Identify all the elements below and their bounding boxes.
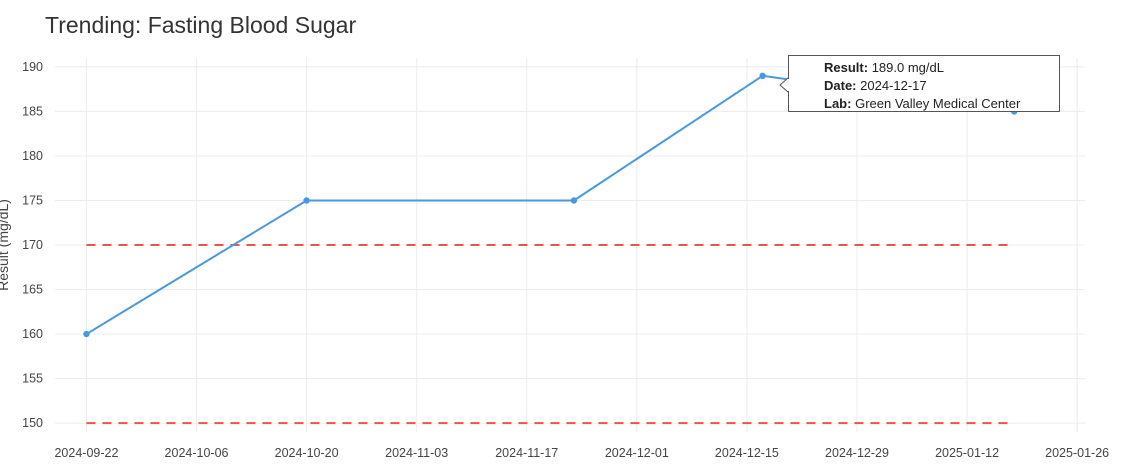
tooltip-result-row: Result: 189.0 mg/dL <box>824 59 1059 77</box>
data-point <box>759 72 766 80</box>
y-axis-label: Result (mg/dL) <box>0 199 11 291</box>
x-tick-label: 2024-10-20 <box>275 446 339 460</box>
data-point <box>570 197 578 204</box>
y-tick-label: 155 <box>22 372 43 386</box>
x-tick-label: 2024-10-06 <box>165 446 229 460</box>
y-tick-label: 165 <box>22 283 43 297</box>
y-tick-label: 180 <box>22 149 43 163</box>
y-tick-label: 170 <box>22 238 43 252</box>
x-axis-ticks: 2024-09-22 2024-10-06 2024-10-20 2024-11-03… <box>54 446 1109 460</box>
x-tick-label: 2025-01-26 <box>1045 446 1109 460</box>
chart-title: Trending: Fasting Blood Sugar <box>45 12 357 38</box>
tooltip-result-value: 189.0 mg/dL <box>871 60 944 75</box>
x-tick-label: 2024-09-22 <box>54 446 118 460</box>
y-tick-label: 150 <box>22 416 43 430</box>
tooltip-lab-value: Green Valley Medical Center <box>855 96 1021 111</box>
y-tick-label: 160 <box>22 327 43 341</box>
y-tick-label: 190 <box>22 60 43 74</box>
tooltip-date-label: Date: <box>824 78 857 93</box>
data-point-tooltip: Result: 189.0 mg/dL Date: 2024-12-17 Lab… <box>788 55 1060 112</box>
y-tick-label: 185 <box>22 104 43 118</box>
tooltip-lab-row: Lab: Green Valley Medical Center <box>824 95 1059 113</box>
reference-lines <box>86 244 1015 425</box>
x-tick-label: 2024-11-17 <box>495 446 558 460</box>
y-tick-label: 175 <box>22 193 43 207</box>
data-point <box>83 330 90 338</box>
data-point <box>303 197 310 204</box>
x-tick-label: 2024-12-15 <box>715 446 779 460</box>
x-tick-label: 2024-11-03 <box>385 446 448 460</box>
tooltip-date-row: Date: 2024-12-17 <box>824 77 1059 95</box>
tooltip-lab-label: Lab: <box>824 96 852 111</box>
x-tick-label: 2024-12-29 <box>825 446 889 460</box>
tooltip-date-value: 2024-12-17 <box>860 78 927 93</box>
series-line <box>85 74 1015 335</box>
tooltip-result-label: Result: <box>824 60 869 75</box>
x-tick-label: 2024-12-01 <box>605 446 669 460</box>
y-axis-ticks: 150 155 160 165 170 175 180 185 190 <box>22 60 43 430</box>
x-tick-label: 2025-01-12 <box>935 446 999 460</box>
